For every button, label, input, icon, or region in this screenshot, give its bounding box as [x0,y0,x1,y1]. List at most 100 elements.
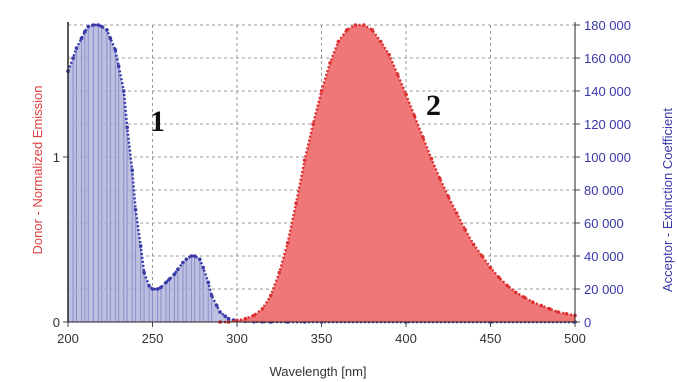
series-0-point [209,293,214,298]
series-1-point [277,270,282,275]
series-0-point [122,89,126,93]
series-0-point [96,23,101,27]
y-right-tick-label: 140 000 [584,84,631,99]
x-tick-label: 450 [480,331,502,346]
series-0-point [138,244,143,248]
series-1-point [539,303,543,308]
y-right-tick-label: 80 000 [584,183,624,198]
series-0-point [147,283,151,288]
series-0-point [206,280,211,285]
y-left-tick-label: 1 [53,150,60,165]
series-1-point [345,28,349,32]
x-tick-label: 300 [226,331,248,346]
series-0-point [172,272,177,276]
y-axis-left-title: Donor - Normalized Emission [30,85,45,254]
series-1-point [446,194,451,199]
series-0-point [108,36,113,40]
series-1-point [362,23,366,27]
series-1-point [294,201,298,205]
series-1-point [463,227,467,232]
series-1-point [370,28,375,32]
series-layer [66,23,577,324]
series-0-point [105,28,109,32]
series-1-point [412,114,417,118]
series-0-point [176,267,180,272]
series-1-point [235,318,239,323]
y-right-tick-label: 0 [584,315,591,330]
x-tick-label: 400 [395,331,417,346]
series-0-point [164,280,168,285]
series-0-point [71,56,75,60]
series-1-point [556,310,560,314]
y-right-tick-label: 120 000 [584,117,631,132]
x-tick-label: 350 [311,331,333,346]
y-left-tick-label: 0 [53,315,60,330]
series-0-point [79,36,84,40]
series-1-point [319,89,324,93]
x-tick-label: 500 [564,331,586,346]
series-1-point [438,176,442,181]
series-0-point [74,46,79,50]
panel-label-2: 2 [426,89,441,122]
series-1-area [220,25,575,322]
series-1-point [429,156,434,161]
series-0-line [66,23,575,324]
series-0-point [150,287,155,291]
series-1-point [421,135,425,139]
series-0-point [223,314,227,319]
series-1-point [522,295,527,300]
y-right-tick-label: 160 000 [584,51,631,66]
y-right-tick-label: 180 000 [584,18,631,33]
series-1-point [395,72,400,77]
series-0-point [83,29,87,34]
y-axis-right-title: Acceptor - Extinction Coefficient [660,108,675,292]
panel-label-1: 1 [150,105,165,138]
y-right-tick-label: 60 000 [584,216,624,231]
series-0-point [167,277,172,281]
series-1-point [252,313,256,318]
series-1-point [302,158,307,163]
series-1-point [336,39,341,44]
series-0-point [198,257,202,262]
series-0-point [218,310,222,314]
y-right-tick-label: 40 000 [584,249,624,264]
series-0-point [130,168,134,172]
series-1-point [514,290,518,295]
series-1-point [260,307,265,311]
series-1-point [471,242,476,247]
series-1-point [488,265,493,270]
series-1-point [285,241,290,245]
series-0-point [181,260,185,265]
x-axis-title: Wavelength [nm] [269,364,366,379]
series-1-point [311,122,315,126]
series-0-point [226,316,231,321]
series-0-point [125,125,129,130]
series-1-point [387,52,391,57]
series-0-point [91,23,96,27]
series-1-point [269,293,273,298]
series-0-point [214,303,219,308]
series-0-point [113,48,118,52]
series-0-point [193,254,197,258]
series-1-point [531,300,535,305]
series-0-point [100,24,104,29]
series-0-point [155,287,160,291]
series-0-point [159,285,163,290]
series-1-point [353,23,358,27]
y-right-tick-label: 100 000 [584,150,631,165]
series-1-point [547,307,552,311]
series-1-point [328,61,332,65]
series-0-point [116,64,121,68]
series-1-point [505,283,510,288]
series-0-point [86,24,91,29]
series-0-point [201,265,205,270]
series-1-point [404,92,408,97]
x-tick-label: 200 [57,331,79,346]
series-0-point [184,257,189,262]
series-1-point [564,312,569,316]
x-tick-label: 250 [142,331,164,346]
series-1-point [480,254,484,258]
series-0-point [189,254,194,258]
